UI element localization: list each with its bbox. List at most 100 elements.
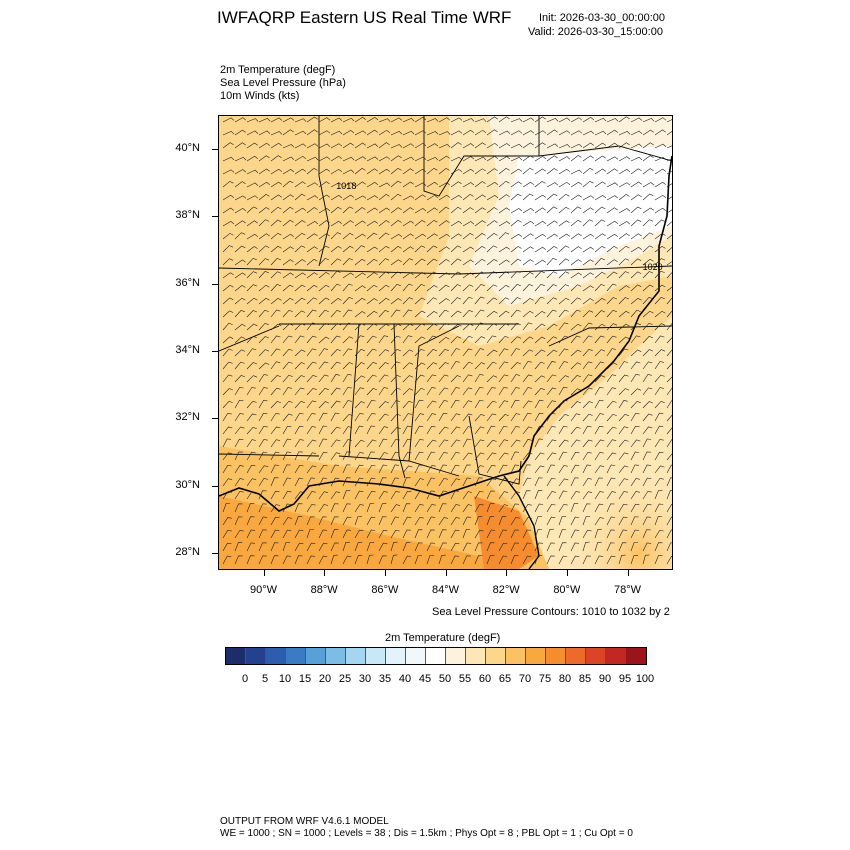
wind-barb [606, 387, 617, 396]
wind-barb [414, 284, 426, 292]
wind-barb [474, 465, 485, 474]
wind-barb [498, 284, 510, 292]
lon-tick-label: 84°W [431, 584, 460, 596]
wind-barb [222, 142, 234, 149]
wind-barb [594, 130, 607, 136]
wind-barb [270, 335, 281, 344]
wind-barb [270, 232, 282, 240]
wind-barb [498, 439, 509, 448]
wind-barb [462, 348, 473, 357]
wind-barb [402, 283, 413, 292]
wind-barb [234, 181, 246, 188]
wind-barb [654, 335, 665, 344]
wind-barb [222, 412, 232, 422]
wind-barb [258, 529, 267, 539]
wind-barb [378, 349, 390, 357]
wind-barb [570, 130, 583, 136]
wind-barb [462, 387, 473, 396]
colorbar-swatch [606, 648, 626, 664]
wind-barb [330, 270, 341, 279]
wind-barb [450, 555, 460, 565]
wind-barb [618, 452, 629, 461]
wind-barb [582, 491, 593, 500]
wind-barb [234, 530, 244, 539]
wind-barb [510, 284, 521, 292]
wind-barb [582, 439, 593, 448]
wind-barb [282, 348, 293, 357]
wind-barb [498, 348, 509, 357]
wind-barb [558, 348, 569, 357]
wind-barb [390, 207, 402, 214]
wind-barb [366, 464, 376, 474]
wind-barb [366, 207, 378, 214]
wind-barb [642, 554, 650, 565]
wind-barb [666, 376, 672, 383]
wind-barb [246, 362, 258, 370]
wind-barb [522, 426, 533, 435]
wind-barb [378, 503, 387, 513]
wind-barb [642, 387, 653, 396]
wind-barb [414, 156, 427, 162]
lat-tick-mark [212, 485, 218, 487]
wind-barb [330, 298, 342, 305]
wind-barb [366, 451, 375, 461]
wind-barb [306, 387, 317, 396]
wind-barb [534, 555, 543, 565]
wind-barb [534, 142, 546, 149]
wind-barb [630, 361, 641, 370]
wind-barb [498, 194, 510, 201]
wind-barb [462, 504, 473, 513]
wind-barb [414, 542, 423, 552]
wind-barb [222, 452, 233, 461]
wind-barb [498, 504, 509, 513]
wind-barb [402, 168, 414, 175]
wind-barb [630, 503, 640, 513]
wind-barb [390, 413, 401, 422]
wind-barb [498, 232, 510, 240]
wind-barb [342, 555, 352, 565]
wind-barb [294, 207, 306, 214]
lon-tick-label: 90°W [249, 584, 278, 596]
wind-barb [606, 220, 618, 227]
wind-barb [414, 297, 426, 305]
wind-barb [450, 181, 462, 188]
wind-barb [570, 181, 582, 188]
wind-barb [402, 413, 413, 422]
lon-tick-label: 88°W [310, 584, 338, 596]
wind-barb [546, 297, 558, 305]
wind-barb [270, 181, 282, 188]
wind-barb [498, 246, 510, 253]
wind-barb [594, 258, 605, 266]
wind-barb [270, 477, 279, 487]
wind-barb [570, 555, 580, 565]
wind-barb [606, 439, 617, 448]
wind-barb [486, 259, 498, 266]
wind-barb [366, 298, 378, 305]
init-time: Init: 2026-03-30_00:00:00 [539, 12, 665, 24]
wind-barb [474, 336, 486, 344]
wind-barb [426, 194, 439, 201]
wind-barb [546, 284, 558, 292]
wind-barb [306, 413, 316, 422]
wind-barb [426, 285, 438, 292]
wind-barb [486, 245, 498, 253]
wind-barb [234, 195, 247, 201]
wind-barb [666, 170, 672, 175]
weather-map: 1018 1020 [219, 116, 672, 569]
wind-barb [294, 349, 306, 357]
wind-barb [258, 425, 268, 435]
wind-barb [318, 323, 329, 331]
wind-barb [474, 542, 483, 552]
wind-barb [594, 439, 605, 448]
wind-barb [390, 193, 402, 201]
map-panel[interactable]: 1018 1020 [218, 115, 673, 570]
wind-barb [498, 180, 510, 188]
wind-barb [654, 490, 663, 500]
wind-barb [354, 311, 366, 318]
wind-barb [486, 323, 498, 331]
wind-barb [414, 220, 426, 227]
wind-barb [318, 374, 329, 383]
wind-barb [570, 529, 580, 539]
wind-barb [510, 322, 521, 331]
wind-barb [486, 271, 498, 279]
